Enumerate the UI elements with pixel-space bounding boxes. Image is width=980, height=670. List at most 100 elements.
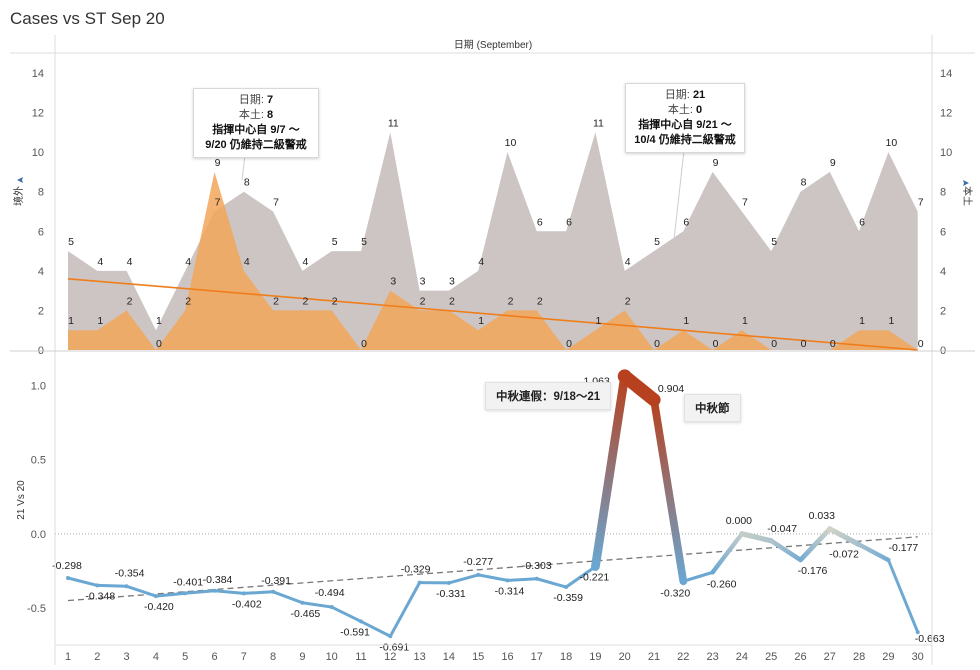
data-point — [124, 584, 129, 589]
left-y-tick-label: 6 — [38, 226, 44, 238]
data-label-ratio: -0.359 — [553, 592, 583, 604]
right-y-tick-label: 10 — [940, 147, 952, 159]
data-point — [153, 594, 158, 599]
data-label-overseas: 6 — [859, 216, 865, 228]
data-label-overseas: 1 — [156, 315, 162, 327]
data-label-ratio: -0.420 — [144, 601, 174, 613]
pin-icon — [17, 177, 23, 183]
data-label-local: 0 — [918, 338, 924, 350]
y-tick-label: -0.5 — [27, 603, 46, 615]
data-label-local: 2 — [537, 295, 543, 307]
x-tick-label: 2 — [94, 651, 100, 663]
data-label-local: 2 — [449, 295, 455, 307]
data-label-overseas: 3 — [449, 276, 455, 288]
data-label-ratio: 0.904 — [658, 383, 684, 395]
data-label-local: 1 — [888, 315, 894, 327]
data-point — [886, 558, 891, 563]
data-label-local: 2 — [273, 295, 279, 307]
line-segment — [476, 573, 510, 582]
page-title: Cases vs ST Sep 20 — [10, 9, 165, 28]
x-tick-label: 3 — [124, 651, 130, 663]
x-tick-label: 13 — [413, 651, 425, 663]
data-label-ratio: -0.047 — [767, 523, 797, 535]
line-segment — [535, 577, 568, 589]
data-point — [446, 580, 451, 585]
x-tick-label: 8 — [270, 651, 276, 663]
line-segment — [388, 581, 422, 638]
area-series-overseas — [68, 132, 918, 350]
data-point — [183, 591, 188, 596]
data-label-ratio: -0.072 — [829, 549, 859, 561]
line-segment — [856, 542, 891, 563]
data-label-overseas: 3 — [420, 276, 426, 288]
data-label-ratio: -0.260 — [707, 578, 737, 590]
data-label-local: 0 — [566, 338, 572, 350]
x-tick-label: 20 — [619, 651, 631, 663]
line-segment — [95, 583, 129, 588]
x-tick-label: 4 — [153, 651, 159, 663]
x-tick-label: 24 — [736, 651, 748, 663]
x-tick-label: 22 — [677, 651, 689, 663]
right-y-axis-title: 本土 — [961, 186, 974, 206]
data-point — [710, 570, 715, 575]
x-tick-label: 29 — [882, 651, 894, 663]
tooltip-note-line2: 10/4 仍維持二級警戒 — [634, 134, 736, 146]
data-label-ratio: -0.314 — [495, 585, 525, 597]
data-point — [593, 564, 598, 569]
data-label-overseas: 11 — [593, 117, 604, 129]
x-tick-label: 19 — [589, 651, 601, 663]
x-tick-label: 10 — [326, 651, 338, 663]
data-label-local: 2 — [302, 295, 308, 307]
data-label-overseas: 10 — [886, 137, 898, 149]
data-label-overseas: 6 — [566, 216, 572, 228]
line-segment — [125, 584, 158, 598]
area-series-local — [68, 171, 918, 350]
data-point — [212, 588, 217, 593]
data-label-local: 1 — [478, 315, 484, 327]
data-point — [856, 542, 862, 547]
tooltip-date-value: 7 — [267, 94, 274, 106]
x-tick-label: 16 — [501, 651, 513, 663]
data-label-overseas: 4 — [625, 256, 631, 268]
left-y-tick-label: 10 — [32, 147, 44, 159]
data-label-overseas: 11 — [388, 117, 399, 129]
data-label-overseas: 7 — [742, 197, 748, 209]
data-label-local: 0 — [156, 338, 162, 350]
data-label-ratio: 0.033 — [809, 510, 835, 522]
data-point — [476, 572, 481, 577]
line-segment — [213, 589, 246, 595]
data-label-ratio: -0.402 — [232, 598, 262, 610]
data-label-overseas: 7 — [215, 197, 221, 209]
data-label-local: 2 — [185, 295, 191, 307]
data-point — [647, 393, 661, 407]
data-label-overseas: 4 — [478, 256, 484, 268]
data-point — [359, 619, 363, 624]
data-point — [826, 526, 833, 532]
right-y-tick-label: 4 — [940, 266, 946, 278]
annotation-mid-autumn-holiday: 中秋連假：9/18～21 — [485, 382, 612, 410]
data-point — [241, 591, 246, 596]
x-tick-label: 1 — [65, 651, 71, 663]
x-tick-label: 5 — [182, 651, 188, 663]
data-label-overseas: 8 — [801, 177, 807, 189]
line-segment — [886, 558, 920, 634]
annotation-mid-autumn-day: 中秋節 — [684, 394, 741, 422]
data-label-local: 1 — [859, 315, 865, 327]
tooltip-local-label: 本土: — [238, 109, 264, 121]
data-label-overseas: 5 — [654, 236, 660, 248]
left-y-tick-label: 8 — [38, 187, 44, 199]
data-label-local: 0 — [713, 338, 719, 350]
data-label-ratio: -0.354 — [115, 567, 145, 579]
line-segment — [66, 576, 99, 587]
line-segment — [330, 605, 363, 623]
data-point — [388, 634, 393, 639]
data-label-overseas: 10 — [505, 137, 517, 149]
data-label-local: 1 — [742, 315, 748, 327]
tooltip-date-label: 日期: — [238, 94, 264, 106]
line-segment — [271, 590, 304, 605]
data-label-local: 4 — [244, 256, 250, 268]
data-point — [505, 578, 510, 583]
data-point — [739, 531, 745, 537]
data-label-local: 1 — [683, 315, 689, 327]
left-y-tick-label: 12 — [32, 108, 44, 120]
